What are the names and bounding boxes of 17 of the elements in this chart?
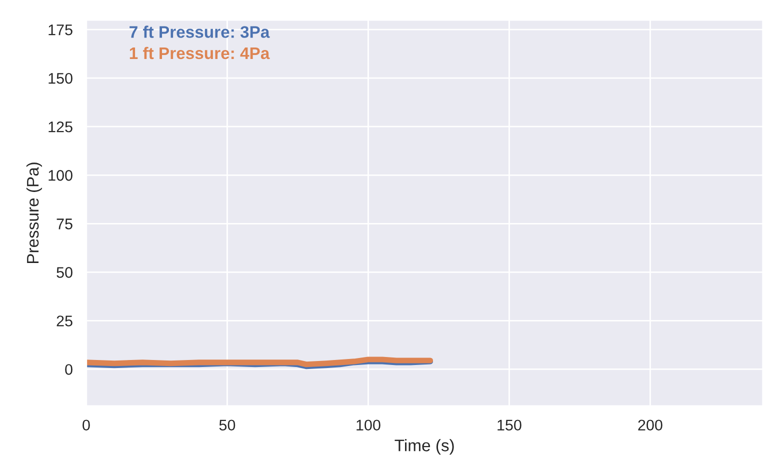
x-tick-label: 100: [356, 420, 380, 431]
x-axis-title: Time (s): [394, 439, 454, 455]
y-tick-label: 75: [56, 218, 72, 230]
y-tick-label: 0: [65, 364, 72, 375]
x-tick-label: 150: [498, 420, 522, 431]
x-tick-label: 50: [219, 420, 236, 431]
y-tick-label: 175: [48, 24, 72, 36]
y-tick-label: 25: [56, 316, 72, 326]
y-tick-label: 125: [48, 121, 72, 132]
x-tick-label: 0: [82, 420, 90, 431]
text: 1 ft Pressure: 4Pa: [130, 46, 270, 60]
text: 7 ft Pressure: 3Pa: [130, 26, 270, 38]
y-axis-title: Pressure (Pa): [26, 162, 42, 264]
y-tick-label: 50: [56, 267, 72, 278]
x-tick-label: 200: [638, 420, 662, 431]
y-tick-label: 150: [48, 72, 72, 84]
y-tick-label: 100: [48, 170, 72, 181]
